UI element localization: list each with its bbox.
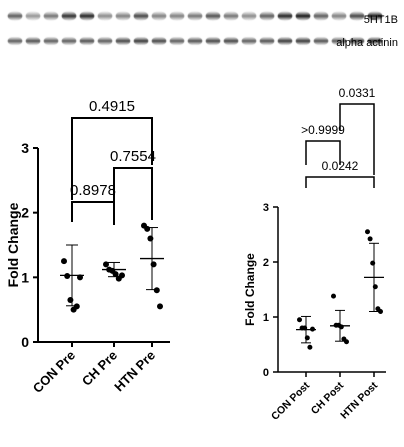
significance-bracket <box>71 201 115 225</box>
data-point <box>304 335 310 341</box>
data-point <box>61 258 67 265</box>
data-point <box>157 303 163 310</box>
data-point <box>331 293 336 299</box>
data-point <box>378 309 383 314</box>
y-axis-label: Fold Change <box>5 202 21 287</box>
significance-bracket <box>305 140 341 165</box>
data-point <box>365 229 370 235</box>
data-point <box>310 326 315 332</box>
data-point <box>112 271 119 278</box>
y-tick-label: 1 <box>21 269 29 285</box>
data-point <box>370 260 376 266</box>
data-point <box>150 261 157 268</box>
significance-bracket <box>305 176 375 188</box>
y-tick-label: 2 <box>263 257 269 269</box>
western-blot-image <box>0 0 404 60</box>
x-tick-label: CON Post <box>269 379 312 422</box>
data-point <box>372 284 378 290</box>
y-tick-label: 3 <box>263 202 269 214</box>
y-tick-label: 2 <box>21 205 29 221</box>
blot-label-5ht1b: 5HT1B <box>364 14 398 26</box>
data-point <box>344 339 349 345</box>
p-value-label: 0.4915 <box>89 98 135 115</box>
data-point <box>297 317 302 323</box>
data-point <box>307 344 313 350</box>
data-point <box>67 296 74 303</box>
data-point <box>153 287 160 294</box>
significance-bracket <box>339 103 375 175</box>
data-point <box>103 261 109 268</box>
data-point <box>73 303 80 310</box>
significance-bracket <box>113 167 153 224</box>
blot-label-alpha-actinin: alpha actinin <box>336 37 398 49</box>
data-point <box>64 273 71 280</box>
data-point <box>144 225 151 232</box>
data-point <box>367 236 373 242</box>
data-point <box>77 274 83 281</box>
p-value-label: 0.7554 <box>110 148 156 165</box>
p-value-label: 0.0331 <box>339 86 376 100</box>
p-value-label: 0.0242 <box>322 159 359 173</box>
x-tick-label: CON Pre <box>30 348 78 396</box>
y-axis-label: Fold Change <box>243 253 257 326</box>
p-value-label: >0.9999 <box>301 123 345 137</box>
significance-bracket <box>71 117 153 200</box>
x-tick-label: HTN Post <box>338 379 380 421</box>
p-value-label: 0.8978 <box>70 182 116 199</box>
data-point <box>338 324 344 330</box>
y-tick-label: 3 <box>21 140 29 156</box>
data-point <box>147 235 154 242</box>
data-point <box>119 272 125 279</box>
y-tick-label: 0 <box>21 334 29 350</box>
y-tick-label: 1 <box>263 312 269 324</box>
x-tick-label: HTN Pre <box>111 348 158 395</box>
data-point <box>302 325 308 331</box>
y-tick-label: 0 <box>263 367 269 379</box>
